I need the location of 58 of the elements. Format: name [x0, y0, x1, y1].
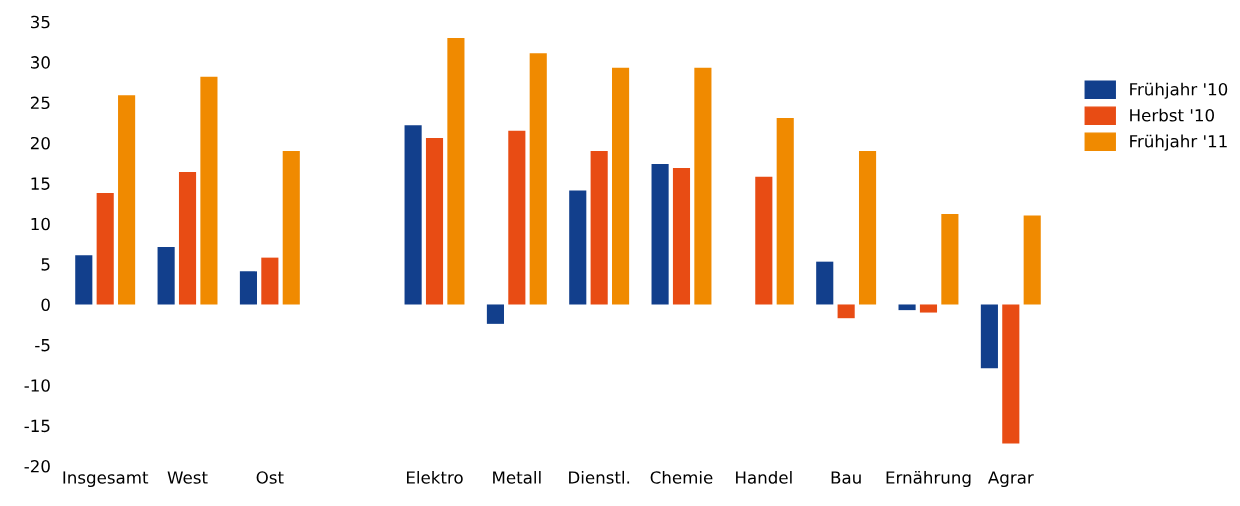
bar: [672, 167, 691, 305]
bar: [590, 151, 608, 305]
bar: [858, 151, 877, 305]
legend-label: Frühjahr '11: [1130, 134, 1227, 151]
y-tick-label: 25: [30, 96, 50, 110]
y-tick-label: 30: [31, 56, 50, 69]
bar: [941, 214, 959, 305]
bar: [404, 125, 422, 305]
x-tick-label: Elektro: [407, 470, 463, 484]
y-tick-label: 10: [31, 217, 50, 231]
bar: [282, 151, 300, 305]
bar: [837, 304, 855, 319]
x-tick-label: Ost: [256, 471, 284, 484]
x-tick-label: Bau: [831, 471, 861, 484]
bar: [200, 76, 218, 305]
bar: [529, 53, 547, 305]
bar: [157, 247, 175, 305]
x-tick-label: West: [167, 471, 208, 484]
x-tick-label: Ernährung: [886, 470, 971, 488]
bar: [261, 257, 279, 305]
y-tick-label: -20: [24, 459, 50, 473]
bar: [612, 67, 630, 305]
bar: [96, 193, 114, 305]
bar: [178, 172, 197, 305]
bar: [75, 255, 93, 305]
bar: [486, 304, 504, 324]
bar: [508, 130, 526, 305]
bar: [569, 190, 587, 305]
x-tick-label: Chemie: [650, 470, 713, 484]
bar: [651, 163, 669, 305]
bar: [816, 261, 834, 305]
legend-label: Herbst '10: [1130, 108, 1214, 122]
bar: [694, 67, 712, 305]
bar: [898, 304, 916, 311]
y-tick-label: 20: [30, 136, 50, 150]
y-tick-label: -5: [35, 339, 50, 352]
y-tick-label: -15: [24, 419, 50, 433]
bar: [118, 95, 136, 305]
bar: [919, 304, 938, 313]
bar: [1023, 215, 1041, 305]
x-tick-label: Handel: [736, 470, 792, 484]
bar: [425, 138, 444, 305]
bar: [239, 271, 258, 305]
bar: [980, 304, 998, 369]
x-tick-label: Agrar: [987, 471, 1034, 488]
bar: [755, 176, 773, 305]
y-tick-label: 35: [31, 15, 50, 29]
x-tick-label: Dienstl.: [569, 470, 630, 484]
y-tick-label: -10: [24, 379, 50, 392]
legend-label: Frühjahr '10: [1130, 82, 1228, 99]
y-tick-label: 15: [31, 177, 50, 190]
y-tick-label: 0: [41, 298, 50, 312]
bar: [1002, 304, 1020, 444]
x-tick-label: Insgesamt: [63, 471, 149, 488]
y-tick-label: 5: [41, 258, 50, 271]
bar: [776, 117, 794, 305]
x-tick-label: Metall: [493, 470, 541, 484]
bar: [447, 37, 465, 305]
